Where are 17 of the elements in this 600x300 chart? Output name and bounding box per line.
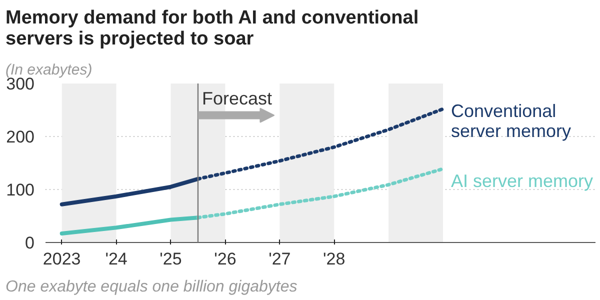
line-series <box>60 216 200 236</box>
series-label: Conventional server memory <box>451 100 572 141</box>
x-tick-label: 2023 <box>42 250 81 268</box>
y-tick-label: 0 <box>25 234 35 252</box>
y-tick-label: 200 <box>6 128 35 146</box>
x-tick-label: '24 <box>105 250 128 268</box>
ref-line-label: Forecast <box>202 88 272 108</box>
x-tick-label: '26 <box>214 250 236 268</box>
text: One exabyte equals one billion gigabytes <box>6 278 298 296</box>
chart-title: Memory demand for both AI and conventional servers is projected to soar <box>6 8 419 50</box>
x-tick-label: '25 <box>160 250 182 268</box>
x-tick-label: '27 <box>268 250 291 268</box>
line-series <box>196 167 445 220</box>
x-tick-label: '28 <box>323 250 346 268</box>
chart-subtitle: (In exabytes) <box>6 62 92 78</box>
series-label: AI server memory <box>451 170 594 191</box>
y-tick-label: 100 <box>6 180 35 200</box>
